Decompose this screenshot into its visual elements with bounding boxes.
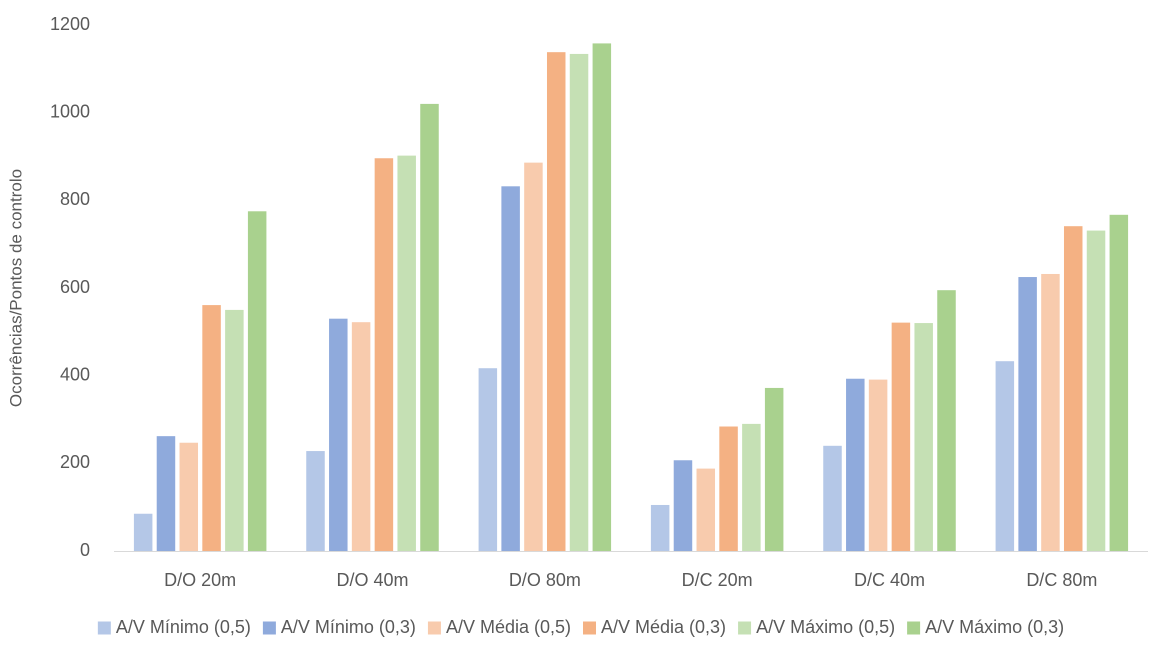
bar-d-c-20m-series-1 — [650, 504, 670, 551]
y-tick-label: 400 — [60, 364, 90, 384]
bar-d-o-20m-series-5 — [225, 309, 244, 551]
bar-d-o-40m-series-3 — [351, 322, 371, 551]
legend-label: A/V Máximo (0,5) — [756, 617, 895, 637]
bar-d-c-40m-series-4 — [891, 322, 911, 551]
y-tick-label: 200 — [60, 452, 90, 472]
bar-d-c-20m-series-5 — [742, 423, 761, 551]
bar-d-o-80m-series-5 — [569, 53, 589, 552]
y-axis-title: Ocorrências/Pontos de controlo — [6, 169, 25, 407]
legend-swatch — [583, 621, 596, 635]
bar-d-o-80m-series-2 — [501, 186, 520, 551]
y-tick-label: 0 — [80, 540, 90, 560]
y-tick-labels: 0 200 400 600 800 1000 1200 — [50, 14, 90, 560]
y-tick-label: 1000 — [50, 101, 90, 121]
bar-d-o-40m-series-5 — [397, 155, 416, 551]
y-axis-title-group: Ocorrências/Pontos de controlo — [6, 169, 25, 407]
x-tick-label: D/O 40m — [336, 570, 408, 590]
bar-d-o-40m-series-4 — [374, 158, 394, 551]
legend-swatch — [262, 621, 276, 635]
legend-swatch — [907, 621, 921, 635]
bar-d-c-40m-series-3 — [868, 379, 888, 551]
bar-d-c-40m-series-5 — [914, 323, 933, 551]
legend-label: A/V Mínimo (0,5) — [116, 617, 251, 637]
legend-swatch — [427, 621, 441, 635]
bar-d-o-40m-series-6 — [420, 103, 439, 552]
bars — [133, 43, 1129, 552]
legend-label: A/V Média (0,3) — [601, 617, 726, 637]
bar-d-c-20m-series-6 — [764, 387, 784, 551]
bar-d-o-20m-series-3 — [179, 442, 199, 551]
bar-d-o-40m-series-2 — [329, 318, 348, 551]
y-tick-label: 1200 — [50, 14, 90, 34]
bar-d-o-80m-series-6 — [592, 43, 612, 551]
bar-d-c-80m-series-4 — [1063, 226, 1083, 551]
legend-item: A/V Mínimo (0,5) — [97, 617, 251, 637]
y-tick-label: 600 — [60, 277, 90, 297]
legend-label: A/V Mínimo (0,3) — [281, 617, 416, 637]
bar-d-o-20m-series-6 — [247, 211, 267, 551]
bar-d-c-80m-series-6 — [1109, 214, 1129, 551]
x-tick-label: D/C 80m — [1026, 570, 1097, 590]
legend-item: A/V Máximo (0,3) — [907, 617, 1064, 637]
category-labels: D/O 20m D/O 40m D/O 80m D/C 20m D/C 40m D/C 8… — [164, 570, 1097, 590]
bar-d-c-80m-series-5 — [1086, 230, 1106, 551]
legend-item: A/V Média (0,3) — [583, 617, 726, 637]
legend-swatch — [738, 621, 752, 635]
bar-d-c-80m-series-2 — [1018, 277, 1037, 551]
x-tick-label: D/C 40m — [854, 570, 925, 590]
bar-d-c-40m-series-6 — [937, 290, 956, 551]
bar-d-o-80m-series-3 — [524, 162, 543, 552]
bar-d-c-20m-series-4 — [719, 426, 738, 551]
legend-label: A/V Média (0,5) — [446, 617, 571, 637]
legend-swatch — [97, 621, 111, 635]
x-tick-label: D/O 80m — [509, 570, 581, 590]
bar-d-c-80m-series-1 — [995, 361, 1015, 551]
legend-item: A/V Mínimo (0,3) — [262, 617, 416, 637]
legend-label: A/V Máximo (0,3) — [925, 617, 1064, 637]
y-tick-label: 800 — [60, 189, 90, 209]
bar-d-o-80m-series-4 — [546, 52, 566, 551]
bar-d-c-40m-series-1 — [823, 445, 842, 551]
bar-d-c-40m-series-2 — [846, 378, 865, 551]
legend-item: A/V Máximo (0,5) — [738, 617, 895, 637]
bar-d-o-40m-series-1 — [306, 451, 325, 551]
bar-d-o-20m-series-2 — [156, 436, 176, 551]
bar-d-c-20m-series-2 — [673, 460, 693, 551]
x-tick-label: D/C 20m — [682, 570, 753, 590]
legend: A/V Mínimo (0,5) A/V Mínimo (0,3) A/V Médi… — [97, 617, 1064, 637]
bar-d-c-20m-series-3 — [696, 468, 716, 551]
x-tick-label: D/O 20m — [164, 570, 236, 590]
bar-d-o-20m-series-1 — [133, 513, 153, 551]
bar-d-o-80m-series-1 — [478, 368, 498, 551]
bar-d-c-80m-series-3 — [1041, 273, 1060, 551]
legend-item: A/V Média (0,5) — [427, 617, 571, 637]
bar-d-o-20m-series-4 — [202, 305, 221, 551]
